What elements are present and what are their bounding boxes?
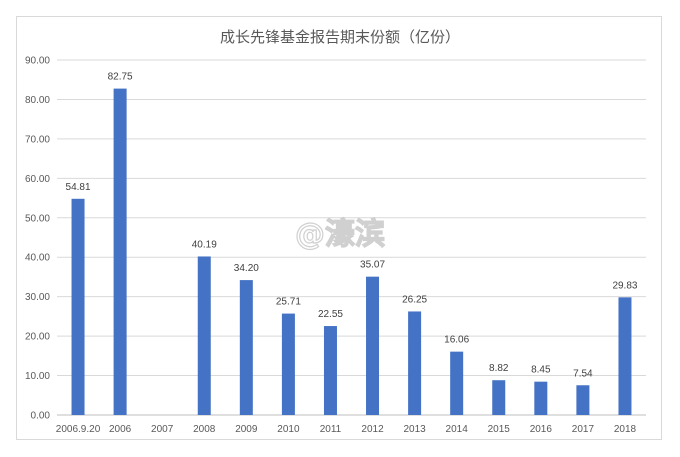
bar xyxy=(366,276,380,415)
x-tick-label: 2006 xyxy=(109,424,132,435)
bar xyxy=(323,326,337,415)
data-label: 26.25 xyxy=(402,294,427,305)
x-tick-label: 2013 xyxy=(403,424,426,435)
x-tick-label: 2017 xyxy=(572,424,595,435)
x-tick-label: 2016 xyxy=(530,424,553,435)
data-label: 8.45 xyxy=(531,365,551,376)
data-label: 7.54 xyxy=(573,368,593,379)
y-tick-label: 10.00 xyxy=(25,371,50,382)
x-axis-ticks: 2006.9.20 2006 2007 2008 2009 2010 2011 2012 201… xyxy=(56,424,637,435)
data-label: 54.81 xyxy=(66,182,91,193)
x-tick-label: 2009 xyxy=(235,424,258,435)
data-label: 82.75 xyxy=(108,72,133,83)
x-tick-label: 2007 xyxy=(151,424,174,435)
bar xyxy=(197,256,211,415)
y-tick-label: 80.00 xyxy=(25,95,50,106)
data-label: 25.71 xyxy=(276,297,301,308)
bar xyxy=(408,311,422,415)
y-tick-label: 40.00 xyxy=(25,253,50,264)
data-labels: 54.81 82.75 40.19 34.20 25.71 22.55 35.07 26.25… xyxy=(66,72,638,380)
x-tick-label: 2015 xyxy=(488,424,511,435)
x-tick-label: 2012 xyxy=(361,424,384,435)
data-label: 35.07 xyxy=(360,260,385,271)
bars xyxy=(71,88,632,415)
data-label: 34.20 xyxy=(234,263,259,274)
grid-lines xyxy=(57,59,646,416)
data-label: 8.82 xyxy=(489,363,509,374)
bar xyxy=(113,88,127,415)
x-tick-label: 2011 xyxy=(320,424,342,435)
watermark: @濠滨 xyxy=(295,217,385,252)
x-tick-label: 2018 xyxy=(614,424,637,435)
bar xyxy=(534,381,548,415)
data-label: 40.19 xyxy=(192,239,217,250)
y-tick-label: 60.00 xyxy=(25,174,50,185)
data-label: 16.06 xyxy=(444,335,469,346)
x-tick-label: 2014 xyxy=(446,424,469,435)
y-tick-label: 50.00 xyxy=(25,213,50,224)
y-tick-label: 20.00 xyxy=(25,332,50,343)
x-tick-label: 2010 xyxy=(277,424,300,435)
bar xyxy=(576,385,590,415)
bar xyxy=(71,198,85,415)
chart-title: 成长先锋基金报告期末份额（亿份） xyxy=(220,28,460,46)
bar xyxy=(239,280,253,415)
bar xyxy=(450,351,464,415)
y-tick-label: 90.00 xyxy=(25,56,50,67)
bar xyxy=(618,297,632,415)
y-tick-label: 70.00 xyxy=(25,134,50,145)
y-tick-label: 0.00 xyxy=(31,411,51,422)
x-tick-label: 2008 xyxy=(193,424,216,435)
x-tick-label: 2006.9.20 xyxy=(56,424,101,435)
data-label: 29.83 xyxy=(612,280,637,291)
bar xyxy=(281,313,295,415)
y-axis-ticks: 0.00 10.00 20.00 30.00 40.00 50.00 60.00 70.00 8… xyxy=(25,56,50,422)
y-tick-label: 30.00 xyxy=(25,292,50,303)
bar xyxy=(492,380,506,415)
data-label: 22.55 xyxy=(318,309,343,320)
